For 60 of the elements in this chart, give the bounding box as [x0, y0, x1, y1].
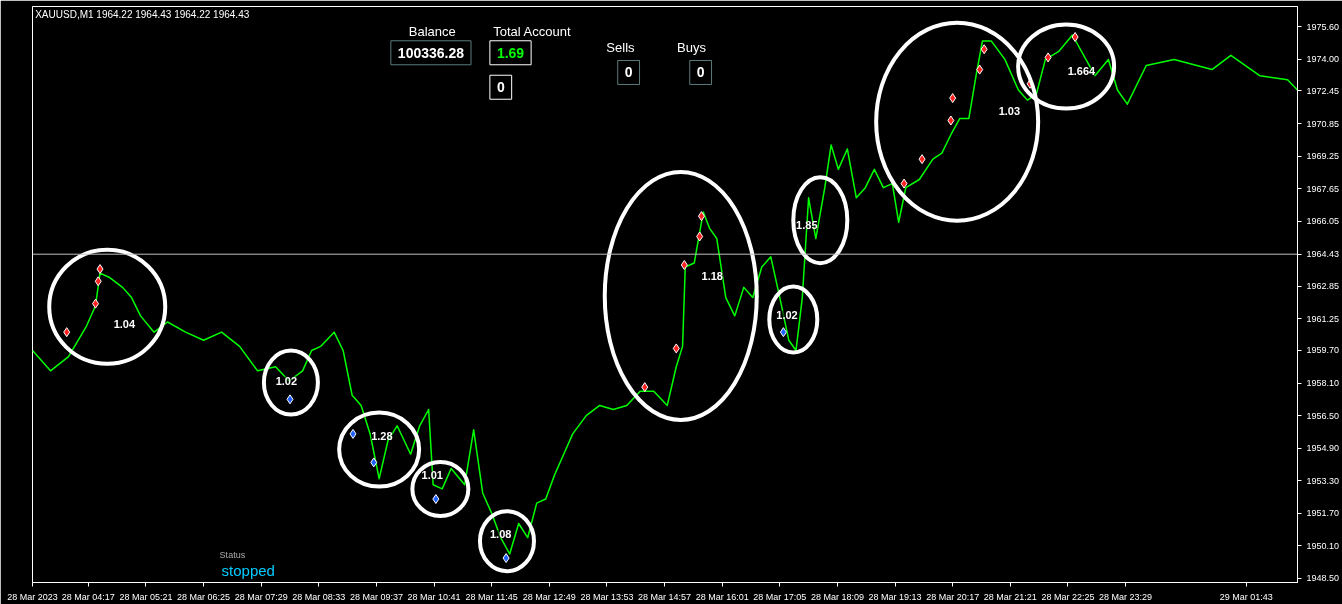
- annotation: 1.03: [998, 104, 1021, 117]
- x-tick-label: 28 Mar 11:45: [465, 591, 518, 602]
- x-tick-label: 28 Mar 22:25: [1041, 591, 1095, 602]
- y-tick-label: 1966.05: [1306, 216, 1340, 227]
- x-tick-label: 28 Mar 16:01: [695, 591, 749, 602]
- x-tick-label: 28 Mar 12:49: [522, 591, 576, 602]
- y-tick-label: 1969.25: [1306, 151, 1340, 162]
- y-tick-label: 1970.85: [1306, 118, 1340, 129]
- annotation: 1.08: [489, 528, 512, 541]
- annotation: stopped: [221, 561, 275, 579]
- y-tick-label: 1974.00: [1306, 54, 1340, 65]
- y-tick-label: 1967.65: [1306, 183, 1340, 194]
- y-tick-label: 1948.50: [1306, 573, 1340, 584]
- annotation: 0: [496, 79, 505, 96]
- annotation: Buys: [677, 40, 707, 56]
- x-tick-label: 28 Mar 2023: [7, 591, 58, 602]
- x-tick-label: 28 Mar 04:17: [61, 591, 115, 602]
- x-tick-label: 28 Mar 09:37: [349, 591, 403, 602]
- x-tick-label: 28 Mar 13:53: [580, 591, 634, 602]
- annotation: 1.85: [796, 219, 818, 232]
- x-tick-label: 28 Mar 07:29: [234, 591, 288, 602]
- y-tick-label: 1950.10: [1306, 540, 1340, 551]
- x-tick-label: 28 Mar 14:57: [638, 591, 692, 602]
- annotation: Balance: [408, 23, 456, 39]
- y-tick-label: 1953.30: [1306, 475, 1340, 486]
- x-tick-label: 28 Mar 21:21: [983, 591, 1037, 602]
- annotation: 1.04: [113, 317, 136, 330]
- y-tick-label: 1961.25: [1306, 313, 1340, 324]
- y-tick-label: 1975.60: [1306, 21, 1340, 32]
- y-tick-label: 1954.90: [1306, 443, 1340, 454]
- annotation: 1.664: [1067, 65, 1097, 78]
- annotation: 1.01: [421, 469, 443, 482]
- y-tick-label: 1951.70: [1306, 508, 1340, 519]
- annotation: 1.28: [371, 429, 393, 442]
- annotation: 0: [696, 64, 705, 81]
- x-tick-label: 28 Mar 05:21: [119, 591, 173, 602]
- x-tick-label: 28 Mar 23:29: [1099, 591, 1153, 602]
- x-tick-label: 28 Mar 20:17: [926, 591, 980, 602]
- annotation: 1.18: [701, 270, 723, 283]
- annotation: 1.69: [496, 44, 525, 61]
- x-tick-label: 29 Mar 01:43: [1219, 591, 1273, 602]
- x-tick-label: 28 Mar 17:05: [753, 591, 807, 602]
- chart-title: XAUUSD,M1 1964.22 1964.43 1964.22 1964.43: [35, 8, 250, 20]
- x-tick-label: 28 Mar 08:33: [292, 591, 346, 602]
- x-tick-label: 28 Mar 10:41: [407, 591, 461, 602]
- x-tick-label: 28 Mar 18:09: [810, 591, 864, 602]
- x-tick-label: 28 Mar 19:13: [868, 591, 922, 602]
- ref-line-label: 1964.43: [1306, 249, 1340, 260]
- annotation: 1.02: [776, 308, 798, 321]
- annotation: Sells: [606, 40, 636, 56]
- y-tick-label: 1962.85: [1306, 281, 1340, 292]
- annotation: 100336.28: [397, 44, 465, 61]
- annotation: Status: [219, 549, 246, 560]
- annotation: 0: [624, 64, 633, 81]
- y-tick-label: 1956.50: [1306, 410, 1340, 421]
- y-tick-label: 1958.10: [1306, 378, 1340, 389]
- y-tick-label: 1959.70: [1306, 345, 1340, 356]
- y-tick-label: 1972.45: [1306, 85, 1340, 96]
- x-tick-label: 28 Mar 06:25: [177, 591, 231, 602]
- annotation: Total Account: [493, 23, 571, 39]
